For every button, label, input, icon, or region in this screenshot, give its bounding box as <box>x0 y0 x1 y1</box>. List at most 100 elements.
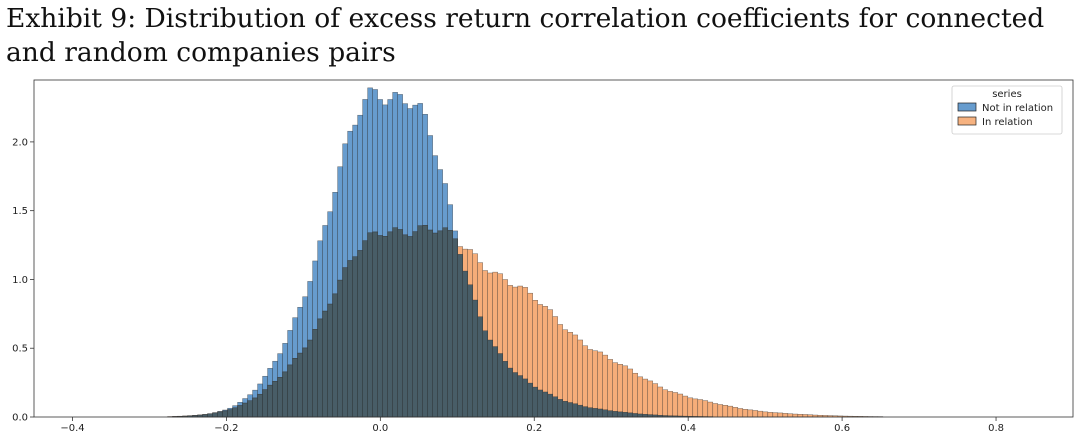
bar-overlap <box>457 254 463 418</box>
bar-in-relation <box>712 403 719 418</box>
bar-overlap <box>552 396 558 418</box>
x-tick-label: 0.4 <box>680 423 696 434</box>
bar-overlap <box>237 405 243 418</box>
bar-overlap <box>227 409 233 418</box>
bar-in-relation <box>732 407 739 418</box>
bar-overlap <box>402 234 408 418</box>
bar-overlap <box>492 346 498 418</box>
bar-in-relation <box>727 405 734 418</box>
bar-overlap <box>207 413 213 418</box>
bar-overlap <box>367 232 373 418</box>
bar-in-relation <box>692 398 699 418</box>
bar-in-relation <box>652 383 659 418</box>
legend-box <box>951 85 1063 135</box>
bar-overlap <box>222 410 228 418</box>
figure-caption: Exhibit 9: Distribution of excess return… <box>6 2 1076 70</box>
bar-overlap <box>527 382 533 418</box>
bar-overlap <box>377 235 383 418</box>
bar-overlap <box>217 411 223 418</box>
bar-in-relation <box>717 404 724 418</box>
bar-overlap <box>477 316 483 418</box>
x-tick-label: 0.2 <box>526 423 542 434</box>
plot-frame <box>33 79 1074 418</box>
bar-in-relation <box>672 392 679 418</box>
y-tick-label: 1.5 <box>12 206 28 217</box>
bar-overlap <box>522 378 528 418</box>
bar-overlap <box>542 391 548 418</box>
x-tick-label: 0.8 <box>988 423 1004 434</box>
bar-overlap <box>242 402 248 418</box>
bar-in-relation <box>637 376 643 418</box>
bar-overlap <box>427 229 433 418</box>
bar-overlap <box>597 408 603 418</box>
bar-overlap <box>387 231 393 418</box>
bar-overlap <box>297 352 303 418</box>
bar-overlap <box>592 408 598 418</box>
bar-overlap <box>317 318 323 418</box>
bar-overlap <box>362 240 368 418</box>
bar-overlap <box>452 238 458 418</box>
bar-in-relation <box>622 365 628 418</box>
y-axis: 0.0 0.5 1.0 1.5 2.0 <box>12 137 34 424</box>
bar-in-relation <box>657 386 664 418</box>
bar-overlap <box>252 397 258 418</box>
bar-in-relation <box>602 354 608 418</box>
bar-in-relation <box>612 362 618 418</box>
bar-overlap <box>287 364 293 418</box>
bar-overlap <box>567 402 573 418</box>
bar-in-relation <box>677 393 684 418</box>
bar-overlap <box>497 353 503 418</box>
bar-overlap <box>412 231 418 418</box>
bar-overlap <box>262 389 268 418</box>
bar-overlap <box>637 413 643 418</box>
bar-in-relation <box>702 400 709 418</box>
bar-overlap <box>282 371 288 418</box>
bar-in-relation <box>762 411 769 418</box>
bar-overlap <box>437 230 443 418</box>
bar-in-relation <box>697 399 704 418</box>
bar-overlap <box>342 267 348 418</box>
bar-overlap <box>632 413 638 418</box>
bar-overlap <box>537 389 543 418</box>
y-tick-label: 0.5 <box>12 344 28 355</box>
bar-in-relation <box>797 414 804 418</box>
bar-in-relation <box>667 391 674 418</box>
bar-overlap <box>487 339 493 418</box>
bar-overlap <box>302 347 308 418</box>
bar-overlap <box>422 225 428 418</box>
x-tick-label: −0.4 <box>60 423 84 434</box>
bar-in-relation <box>757 410 764 418</box>
bar-in-relation <box>787 413 794 418</box>
bar-overlap <box>532 386 538 418</box>
bar-overlap <box>357 250 363 418</box>
bar-overlap <box>612 411 618 418</box>
legend-label-not-in-relation: Not in relation <box>982 103 1053 114</box>
bar-overlap <box>517 375 523 418</box>
bar-in-relation <box>707 401 714 418</box>
bar-in-relation <box>792 413 799 418</box>
bar-overlap <box>617 411 623 418</box>
bar-in-relation <box>582 345 588 418</box>
bar-overlap <box>472 299 478 418</box>
bar-in-relation <box>617 364 623 418</box>
bar-overlap <box>327 303 333 418</box>
bar-overlap <box>272 381 278 418</box>
bar-overlap <box>397 229 403 418</box>
bar-overlap <box>407 236 413 418</box>
bar-overlap <box>572 403 578 418</box>
caption-line-1: Exhibit 9: Distribution of excess return… <box>6 3 1045 34</box>
bar-overlap <box>292 358 298 418</box>
bar-overlap <box>232 407 238 418</box>
bar-in-relation <box>627 368 633 418</box>
bar-overlap <box>247 400 253 418</box>
bar-in-relation <box>642 378 649 418</box>
bar-in-relation <box>722 405 729 418</box>
bar-overlap <box>257 393 263 418</box>
bar-overlap <box>277 377 283 418</box>
bar-in-relation <box>592 350 598 418</box>
bar-in-relation <box>632 372 638 418</box>
bar-overlap <box>267 384 273 418</box>
bar-in-relation <box>662 389 669 418</box>
bar-overlap <box>442 227 448 418</box>
